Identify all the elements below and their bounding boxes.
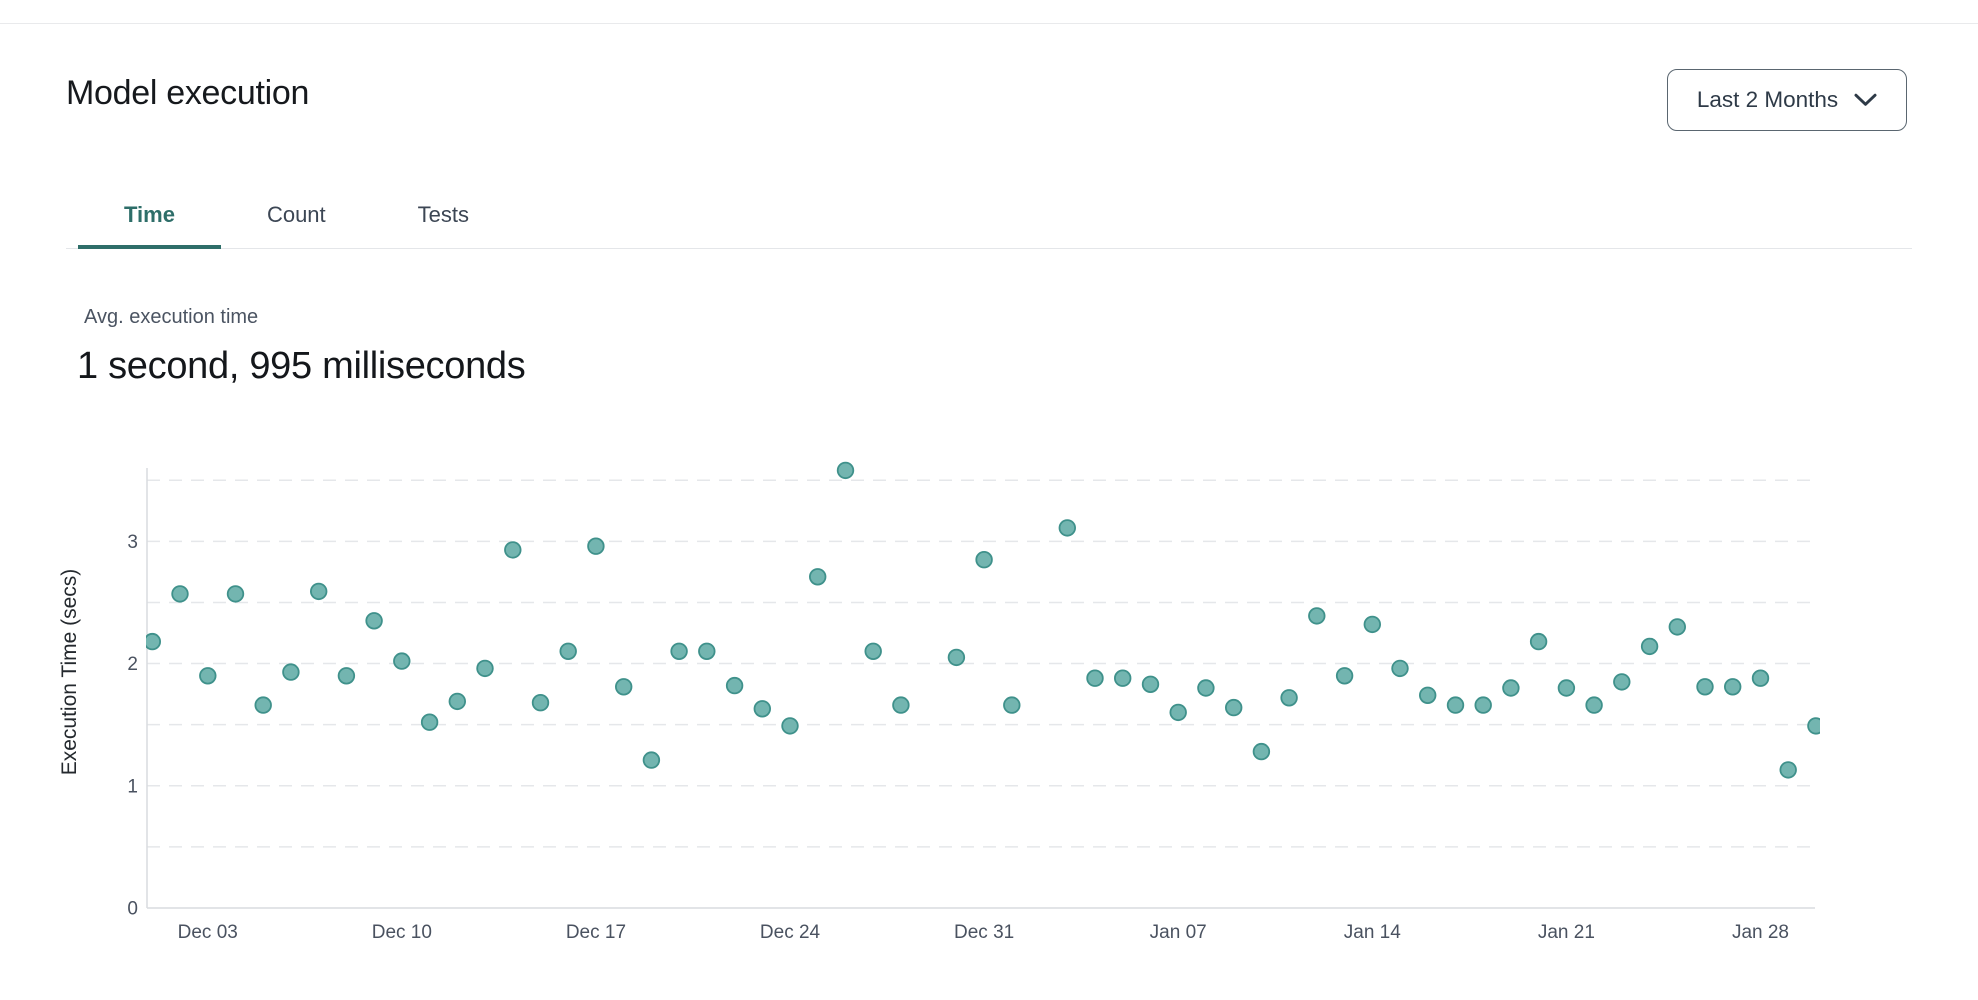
x-tick-label: Dec 10 [372,922,432,943]
scatter-point[interactable] [420,713,439,731]
tab-count-label: Count [266,202,326,227]
scatter-point[interactable] [698,642,716,661]
chevron-down-icon [1854,93,1877,106]
time-range-label: Last 2 Months [1696,87,1839,112]
scatter-point[interactable] [448,692,467,711]
scatter-point[interactable] [892,696,910,714]
scatter-point[interactable] [226,585,245,603]
avg-execution-time-label: Avg. execution time [84,306,259,328]
scatter-point[interactable] [1474,696,1492,714]
scatter-point[interactable] [1502,679,1520,697]
y-tick-label: 1 [127,776,138,797]
scatter-point[interactable] [1169,703,1187,722]
scatter-point[interactable] [1363,615,1382,634]
scatter-point[interactable] [393,652,411,670]
scatter-point[interactable] [254,696,272,714]
page-title: Model execution [66,74,310,112]
scatter-point[interactable] [1640,637,1659,656]
scatter-point[interactable] [1197,679,1215,697]
scatter-point[interactable] [1280,689,1298,707]
scatter-point[interactable] [587,537,605,555]
tabs-divider [66,248,1912,249]
scatter-point[interactable] [1418,686,1437,705]
avg-execution-time-value: 1 second, 995 milliseconds [77,345,526,387]
scatter-point[interactable] [781,717,799,735]
scatter-point[interactable] [1613,673,1631,691]
x-tick-label: Jan 21 [1538,922,1595,943]
scatter-point[interactable] [975,551,993,569]
scatter-point[interactable] [1446,696,1465,714]
scatter-point[interactable] [1252,742,1271,761]
tab-tests[interactable]: Tests [372,200,515,249]
scatter-point[interactable] [753,700,772,718]
scatter-point[interactable] [1529,632,1548,651]
y-axis-title: Execution Time (secs) [58,569,81,776]
scatter-point[interactable] [1058,519,1077,537]
time-range-dropdown[interactable]: Last 2 Months [1667,69,1907,131]
x-tick-label: Dec 17 [566,922,626,943]
scatter-point[interactable] [864,642,882,661]
y-tick-label: 2 [127,654,138,675]
x-tick-label: Dec 24 [760,922,821,943]
scatter-point[interactable] [531,694,550,712]
scatter-point[interactable] [1086,669,1104,687]
tab-time[interactable]: Time [78,200,221,249]
top-divider [0,23,1978,24]
scatter-point[interactable] [1668,618,1687,636]
scatter-point[interactable] [1557,679,1576,697]
scatter-point[interactable] [1224,698,1243,717]
scatter-point[interactable] [947,648,966,667]
scatter-point[interactable] [615,678,633,696]
x-tick-label: Jan 14 [1344,922,1401,943]
scatter-point[interactable] [1113,669,1132,687]
scatter-point[interactable] [642,751,661,769]
tab-time-label: Time [124,202,175,227]
scatter-point[interactable] [725,676,744,695]
y-tick-label: 3 [127,532,138,553]
scatter-point[interactable] [145,632,161,651]
scatter-point[interactable] [1807,717,1824,735]
scatter-point[interactable] [1723,678,1742,696]
scatter-point[interactable] [504,541,522,559]
scatter-point[interactable] [476,659,494,678]
scatter-point[interactable] [1308,607,1326,625]
tab-bar: Time Count Tests [78,200,515,249]
scatter-point[interactable] [559,642,577,661]
scatter-point[interactable] [171,585,189,603]
scatter-point[interactable] [1141,675,1160,694]
scatter-point[interactable] [199,667,217,685]
scatter-point[interactable] [1696,678,1714,696]
scatter-point[interactable] [836,461,855,480]
x-tick-label: Jan 07 [1150,922,1207,943]
tab-count[interactable]: Count [221,200,372,249]
scatter-point[interactable] [1585,696,1603,714]
tab-tests-label: Tests [417,202,470,227]
scatter-point[interactable] [1779,761,1797,779]
scatter-point[interactable] [1003,696,1021,714]
scatter-point[interactable] [670,642,688,661]
scatter-point[interactable] [365,612,383,630]
scatter-point[interactable] [1335,667,1354,685]
scatter-point[interactable] [1751,669,1770,687]
x-tick-label: Dec 03 [178,922,238,943]
scatter-series [145,461,1824,779]
scatter-point[interactable] [282,663,300,681]
scatter-point[interactable] [1391,659,1409,678]
scatter-point[interactable] [310,582,328,601]
scatter-point[interactable] [809,568,827,586]
scatter-point[interactable] [337,667,356,685]
x-tick-label: Dec 31 [954,922,1014,943]
x-tick-label: Jan 28 [1732,922,1789,943]
y-tick-label: 0 [127,899,138,920]
